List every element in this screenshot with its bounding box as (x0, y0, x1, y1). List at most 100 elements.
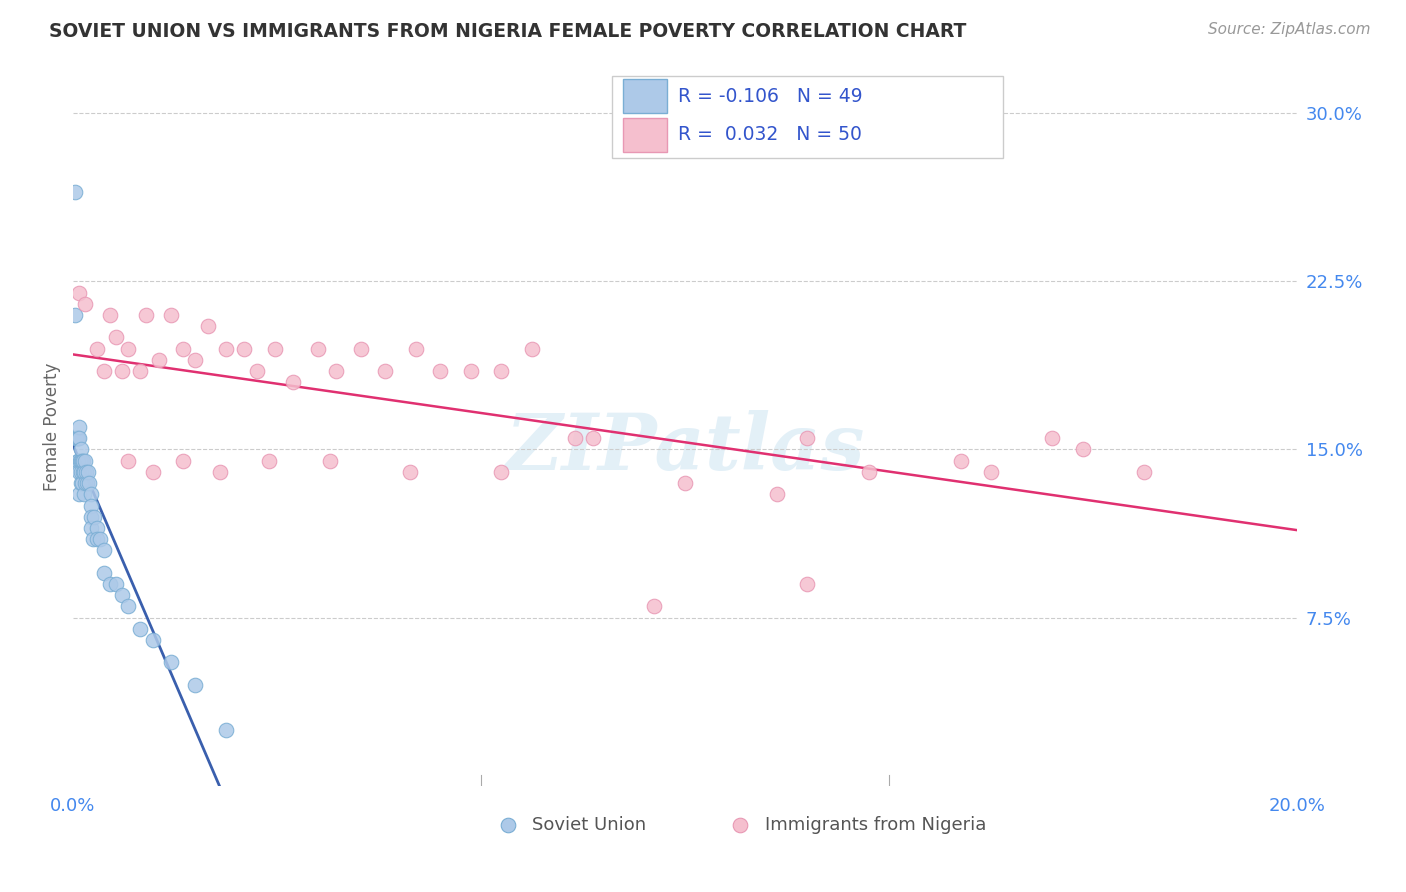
Point (86, 532, 108, 546)
Point (117, 342, 139, 356)
Point (67, 285, 90, 300)
Point (796, 577, 818, 591)
Point (491, 364, 513, 378)
Point (184, 352, 207, 367)
Point (67, 431, 90, 445)
Point (257, 453, 280, 467)
Point (520, 342, 543, 356)
Point (70, 465, 93, 479)
Point (349, 342, 371, 356)
Point (141, 465, 163, 479)
Text: SOVIET UNION VS IMMIGRANTS FROM NIGERIA FEMALE POVERTY CORRELATION CHART: SOVIET UNION VS IMMIGRANTS FROM NIGERIA … (49, 22, 966, 41)
Text: Source: ZipAtlas.com: Source: ZipAtlas.com (1208, 22, 1371, 37)
Point (1071, 442, 1094, 457)
Point (111, 588, 134, 602)
Point (75, 476, 97, 491)
Point (111, 364, 134, 378)
Text: Immigrants from Nigeria: Immigrants from Nigeria (765, 816, 986, 834)
Point (1040, 431, 1063, 445)
Point (283, 376, 305, 390)
Y-axis label: Female Poverty: Female Poverty (44, 363, 60, 491)
Point (66, 431, 89, 445)
Point (73, 487, 96, 501)
Point (89, 532, 111, 546)
Point (233, 342, 256, 356)
Point (80, 499, 103, 513)
Point (491, 465, 513, 479)
Point (70, 476, 93, 491)
Point (66, 431, 89, 445)
Point (67, 420, 90, 434)
Point (215, 342, 238, 356)
Point (65, 431, 87, 445)
Point (184, 678, 207, 692)
Point (980, 465, 1002, 479)
Point (264, 342, 287, 356)
Point (73, 465, 96, 479)
Point (643, 599, 665, 614)
FancyBboxPatch shape (612, 76, 1004, 158)
Point (160, 656, 183, 670)
Point (83, 509, 105, 524)
Point (172, 453, 194, 467)
Point (67, 453, 90, 467)
Point (460, 364, 482, 378)
Point (67, 465, 90, 479)
Point (208, 465, 231, 479)
Point (67, 487, 90, 501)
Point (858, 465, 880, 479)
Point (93, 364, 115, 378)
Point (766, 487, 789, 501)
Point (135, 308, 157, 322)
Point (98, 577, 121, 591)
Point (80, 509, 103, 524)
Point (104, 577, 127, 591)
Point (245, 364, 267, 378)
Point (319, 453, 342, 467)
Point (86, 342, 108, 356)
Point (374, 364, 396, 378)
Point (69, 453, 91, 467)
Point (82, 532, 104, 546)
Point (148, 352, 170, 367)
Point (117, 599, 139, 614)
Text: ZIPatlas: ZIPatlas (505, 410, 865, 487)
Point (141, 632, 163, 647)
Point (429, 364, 451, 378)
Point (70, 453, 93, 467)
Point (76, 476, 98, 491)
Point (307, 342, 329, 356)
Point (582, 431, 605, 445)
Point (72, 465, 94, 479)
Point (63, 308, 86, 322)
Point (63, 185, 86, 199)
Point (75, 465, 97, 479)
Text: Soviet Union: Soviet Union (531, 816, 647, 834)
Point (405, 342, 427, 356)
Point (75, 453, 97, 467)
Point (80, 487, 103, 501)
Point (65, 431, 87, 445)
Point (1133, 465, 1156, 479)
Point (172, 342, 194, 356)
Point (70, 453, 93, 467)
Point (72, 453, 94, 467)
Point (215, 723, 238, 737)
Point (98, 308, 121, 322)
Point (564, 431, 586, 445)
Point (129, 364, 152, 378)
Point (93, 543, 115, 558)
Point (325, 364, 347, 378)
Point (949, 453, 972, 467)
Point (673, 476, 696, 491)
FancyBboxPatch shape (623, 78, 666, 113)
Point (77, 465, 100, 479)
Point (160, 308, 183, 322)
Point (796, 431, 818, 445)
Text: R = -0.106   N = 49: R = -0.106 N = 49 (678, 87, 862, 105)
Point (197, 319, 219, 334)
Point (75, 297, 97, 311)
Point (66, 453, 89, 467)
Text: R =  0.032   N = 50: R = 0.032 N = 50 (678, 126, 862, 145)
Point (104, 330, 127, 344)
